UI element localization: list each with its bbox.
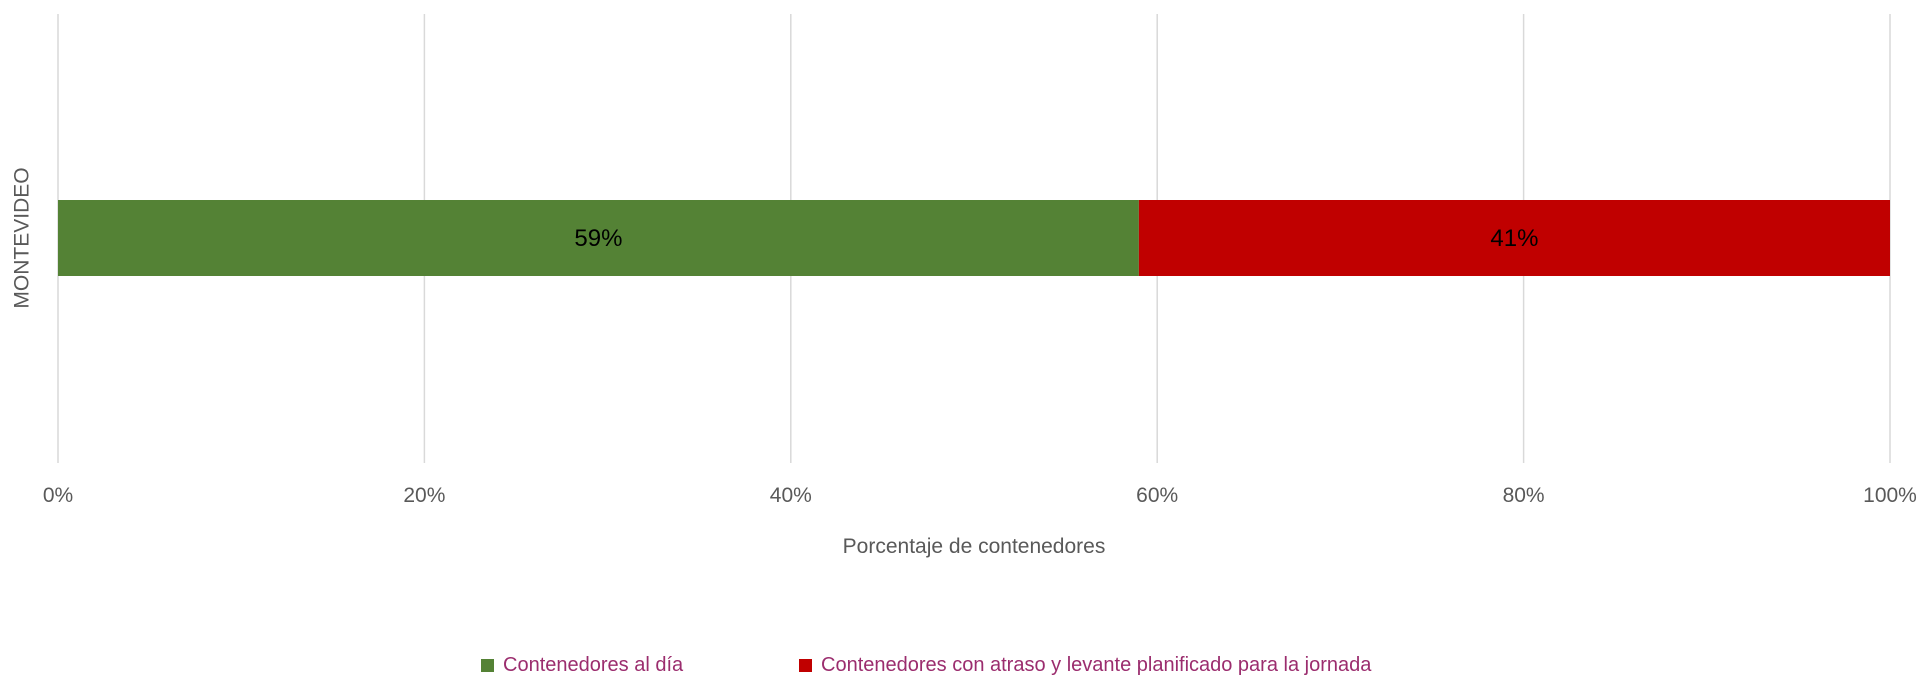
data-labels: 59% 41%: [574, 225, 1538, 252]
x-tick-label: 40%: [770, 484, 812, 507]
bars: [58, 200, 1890, 276]
legend-label: Contenedores al día: [503, 654, 684, 676]
x-tick-label: 0%: [43, 484, 73, 507]
legend-label: Contenedores con atraso y levante planif…: [821, 654, 1372, 676]
bar-segment: [1138, 200, 1890, 276]
legend: Contenedores al día Contenedores con atra…: [481, 654, 1372, 676]
x-tick-label: 60%: [1136, 484, 1178, 507]
data-label: 41%: [1490, 225, 1538, 252]
legend-swatch: [799, 659, 812, 672]
category-label: MONTEVIDEO: [11, 167, 34, 308]
x-tick-label: 80%: [1503, 484, 1545, 507]
x-tick-label: 100%: [1863, 484, 1917, 507]
data-label: 59%: [574, 225, 622, 252]
legend-swatch: [481, 659, 494, 672]
x-axis-tick-labels: 0% 20% 40% 60% 80% 100%: [43, 484, 1917, 507]
bar-segment: [58, 200, 1139, 276]
x-axis-title: Porcentaje de contenedores: [843, 535, 1106, 558]
x-tick-label: 20%: [403, 484, 445, 507]
